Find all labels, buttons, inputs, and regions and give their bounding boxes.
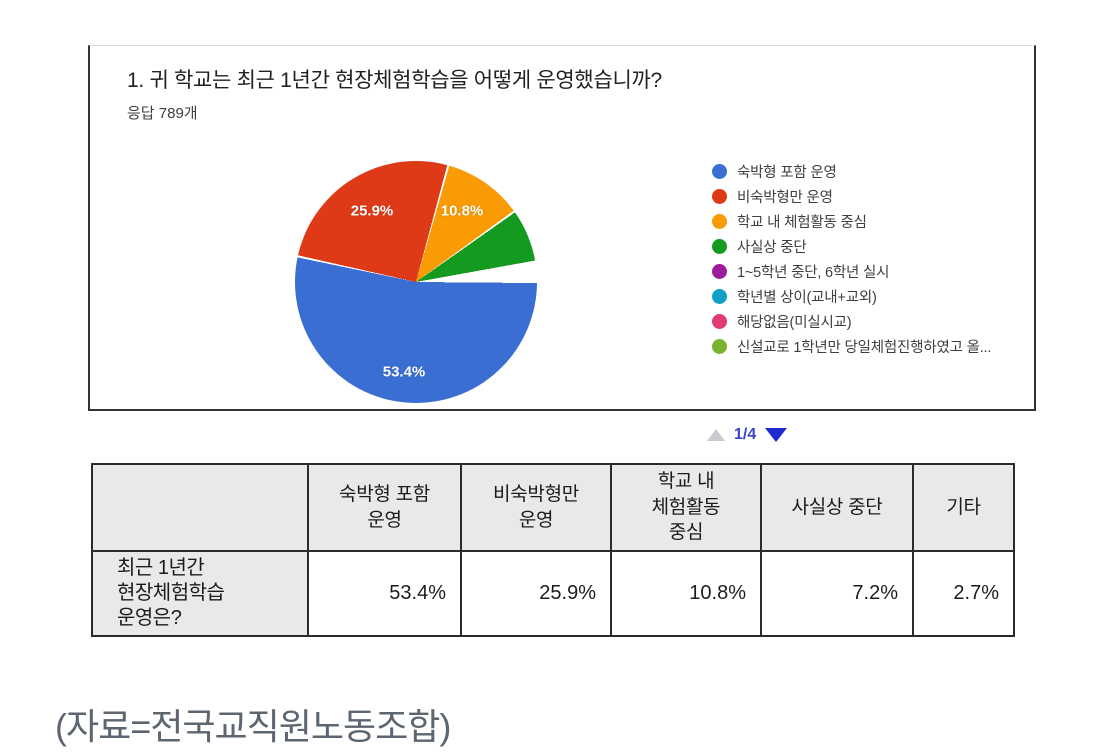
legend-color-icon xyxy=(712,189,727,204)
legend-color-icon xyxy=(712,239,727,254)
page-down-icon[interactable] xyxy=(765,428,788,442)
legend-color-icon xyxy=(712,164,727,179)
results-table: 숙박형 포함 운영 비숙박형만 운영 학교 내 체험활동 중심 사실상 중단 기… xyxy=(91,463,1015,637)
legend-color-icon xyxy=(712,339,727,354)
legend-item-label: 사실상 중단 xyxy=(737,240,807,256)
legend-item: 숙박형 포함 운영 xyxy=(712,159,991,184)
legend-item-label: 학교 내 체험활동 중심 xyxy=(737,215,867,231)
table-value-cell: 10.8% xyxy=(610,550,762,637)
question-title: 1. 귀 학교는 최근 1년간 현장체험학습을 어떻게 운영했습니까? xyxy=(127,69,662,92)
legend-item: 신설교로 1학년만 당일체험진행하였고 올... xyxy=(712,334,991,359)
legend-item: 학년별 상이(교내+교외) xyxy=(712,284,991,309)
legend-item: 1~5학년 중단, 6학년 실시 xyxy=(712,259,991,284)
table-col-header: 숙박형 포함 운영 xyxy=(307,463,462,552)
table-col-header: 사실상 중단 xyxy=(760,463,914,552)
source-caption: (자료=전국교직원노동조합) xyxy=(55,706,451,747)
legend-color-icon xyxy=(712,214,727,229)
table-col-header: 학교 내 체험활동 중심 xyxy=(610,463,762,552)
legend-color-icon xyxy=(712,314,727,329)
table-value-cell: 7.2% xyxy=(760,550,914,637)
table-col-header: 기타 xyxy=(912,463,1015,552)
pie-label-blue: 53.4% xyxy=(382,363,426,381)
table-value-cell: 25.9% xyxy=(460,550,612,637)
table-value-cell: 2.7% xyxy=(912,550,1015,637)
legend-item: 비숙박형만 운영 xyxy=(712,184,991,209)
page-up-icon[interactable] xyxy=(707,429,725,441)
legend-color-icon xyxy=(712,289,727,304)
chart-legend: 숙박형 포함 운영 비숙박형만 운영 학교 내 체험활동 중심 사실상 중단 1… xyxy=(712,159,991,359)
legend-item-label: 학년별 상이(교내+교외) xyxy=(737,290,877,306)
legend-item-label: 비숙박형만 운영 xyxy=(737,190,833,206)
table-header-row: 숙박형 포함 운영 비숙박형만 운영 학교 내 체험활동 중심 사실상 중단 기… xyxy=(91,463,1015,552)
pie-chart: 25.9% 10.8% 53.4% xyxy=(295,161,537,403)
table-row: 최근 1년간 현장체험학습 운영은? 53.4% 25.9% 10.8% 7.2… xyxy=(91,550,1015,637)
legend-item-label: 1~5학년 중단, 6학년 실시 xyxy=(737,265,890,281)
pie-label-red: 25.9% xyxy=(350,202,394,220)
legend-item: 학교 내 체험활동 중심 xyxy=(712,209,991,234)
table-value-cell: 53.4% xyxy=(307,550,462,637)
legend-item: 사실상 중단 xyxy=(712,234,991,259)
legend-pagination: 1/4 xyxy=(707,426,788,444)
table-col-header: 비숙박형만 운영 xyxy=(460,463,612,552)
table-row-label: 최근 1년간 현장체험학습 운영은? xyxy=(91,550,309,637)
pie-label-orange: 10.8% xyxy=(440,202,484,220)
legend-item-label: 신설교로 1학년만 당일체험진행하였고 올... xyxy=(737,340,992,356)
legend-item: 해당없음(미실시교) xyxy=(712,309,991,334)
legend-item-label: 해당없음(미실시교) xyxy=(737,315,852,331)
survey-chart-card: 1. 귀 학교는 최근 1년간 현장체험학습을 어떻게 운영했습니까? 응답 7… xyxy=(88,45,1036,443)
legend-color-icon xyxy=(712,264,727,279)
page-indicator: 1/4 xyxy=(734,426,757,443)
table-corner-cell xyxy=(91,463,309,552)
response-count: 응답 789개 xyxy=(127,105,198,122)
legend-item-label: 숙박형 포함 운영 xyxy=(737,165,837,181)
